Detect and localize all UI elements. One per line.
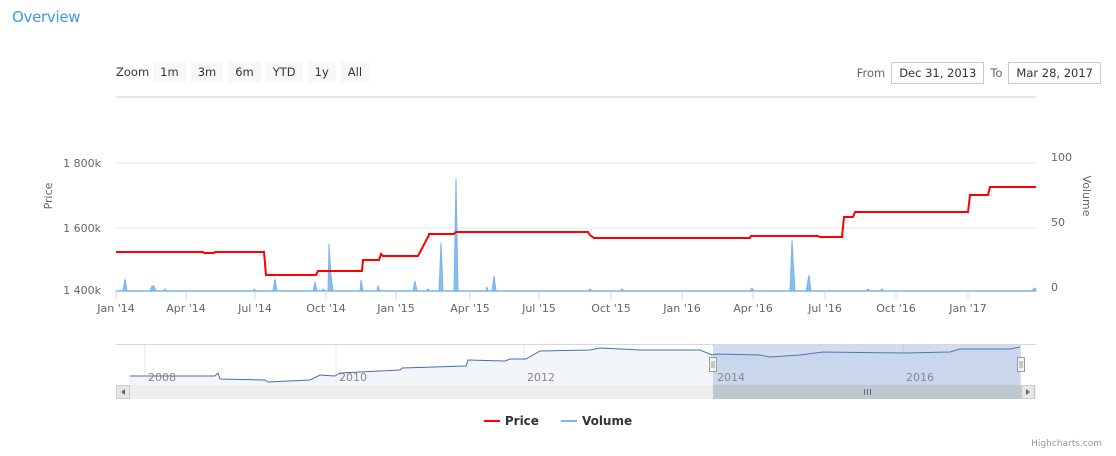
volume-tick: 100 bbox=[1051, 151, 1072, 164]
x-tick-label: Apr '16 bbox=[733, 302, 773, 315]
price-swatch-icon bbox=[483, 420, 500, 422]
navigator-label: 2014 bbox=[717, 371, 745, 384]
volume-tick: 50 bbox=[1051, 216, 1065, 229]
navigator-label: 2016 bbox=[906, 371, 934, 384]
range-selector-zoom: Zoom 1m 3m 6m YTD 1y All bbox=[116, 62, 374, 82]
grip-icon bbox=[864, 389, 871, 395]
x-tick-label: Apr '15 bbox=[450, 302, 490, 315]
zoom-ytd-button[interactable]: YTD bbox=[265, 62, 303, 82]
arrow-left-icon bbox=[121, 389, 125, 395]
legend-label: Price bbox=[504, 414, 539, 428]
credits-link[interactable]: Highcharts.com bbox=[1031, 439, 1102, 449]
navigator-label: 2008 bbox=[148, 371, 176, 384]
zoom-3m-button[interactable]: 3m bbox=[190, 62, 224, 82]
to-label: To bbox=[990, 66, 1003, 80]
x-tick-label: Jan '17 bbox=[948, 302, 986, 315]
x-tick-label: Apr '14 bbox=[166, 302, 206, 315]
navigator-right-handle[interactable] bbox=[1017, 357, 1025, 372]
navigator-left-handle[interactable] bbox=[709, 357, 717, 372]
price-tick: 1 400k bbox=[63, 284, 101, 297]
navigator-label: 2012 bbox=[527, 371, 555, 384]
zoom-label: Zoom bbox=[116, 65, 150, 79]
price-series bbox=[116, 186, 1036, 276]
to-date-input[interactable]: Mar 28, 2017 bbox=[1008, 62, 1101, 84]
legend-item-price[interactable]: Price bbox=[483, 414, 539, 428]
price-axis-title: Price bbox=[42, 182, 55, 209]
volume-series bbox=[116, 177, 1037, 292]
grid-lines bbox=[116, 162, 1036, 229]
price-tick: 1 800k bbox=[63, 157, 101, 170]
zoom-1y-button[interactable]: 1y bbox=[307, 62, 336, 82]
price-tick: 1 600k bbox=[63, 222, 101, 235]
legend-label: Volume bbox=[581, 414, 633, 428]
zoom-all-button[interactable]: All bbox=[340, 62, 370, 82]
navigator-label: 2010 bbox=[339, 371, 367, 384]
page-title: Overview bbox=[12, 8, 81, 26]
volume-axis-title: Volume bbox=[1080, 176, 1093, 217]
x-tick-label: Oct '15 bbox=[591, 302, 631, 315]
navigator-selected-range[interactable] bbox=[713, 345, 1021, 385]
volume-tick: 0 bbox=[1051, 281, 1058, 294]
from-date-input[interactable]: Dec 31, 2013 bbox=[891, 62, 985, 84]
arrow-right-icon bbox=[1026, 389, 1030, 395]
volume-axis: 100 50 0 Volume bbox=[1051, 151, 1093, 294]
scrollbar[interactable] bbox=[116, 385, 1036, 399]
x-tick-label: Jan '14 bbox=[96, 302, 134, 315]
x-tick-label: Jan '15 bbox=[376, 302, 414, 315]
x-tick-label: Oct '14 bbox=[306, 302, 346, 315]
volume-swatch-icon bbox=[560, 420, 577, 422]
range-selector-dates: From Dec 31, 2013 To Mar 28, 2017 bbox=[851, 62, 1101, 84]
x-tick-label: Oct '16 bbox=[876, 302, 916, 315]
x-axis-labels: Jan '14 Apr '14 Jul '14 Oct '14 Jan '15 … bbox=[96, 302, 986, 315]
navigator-series bbox=[130, 346, 1021, 383]
x-tick-label: Jan '16 bbox=[662, 302, 700, 315]
legend-item-volume[interactable]: Volume bbox=[560, 414, 633, 428]
x-tick-label: Jul '16 bbox=[807, 302, 842, 315]
zoom-1m-button[interactable]: 1m bbox=[153, 62, 186, 82]
navigator[interactable]: 2008 2010 2012 2014 2016 bbox=[116, 344, 1036, 385]
from-label: From bbox=[856, 66, 886, 80]
x-tick-label: Jul '14 bbox=[237, 302, 272, 315]
legend: Price Volume bbox=[0, 414, 1116, 428]
zoom-6m-button[interactable]: 6m bbox=[228, 62, 261, 82]
x-axis bbox=[115, 291, 969, 299]
price-axis: 1 800k 1 600k 1 400k Price bbox=[42, 157, 102, 297]
x-tick-label: Jul '15 bbox=[521, 302, 556, 315]
